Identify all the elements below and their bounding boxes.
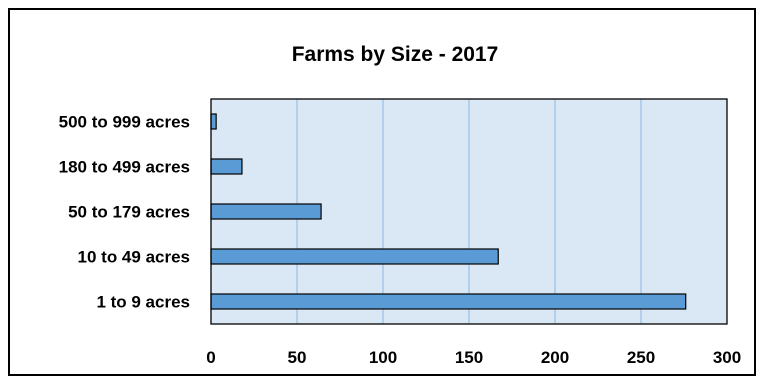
bar-10-to-49-acres [210,248,499,265]
x-axis-tick-labels: 0 50 100 150 200 250 300 [206,348,741,367]
category-label: 500 to 999 acres [59,113,190,132]
category-label: 10 to 49 acres [78,248,190,267]
category-label: 180 to 499 acres [59,158,190,177]
chart-title: Farms by Size - 2017 [292,43,499,66]
chart-container: Farms by Size - 2017 1 to 9 acres 10 to 4… [8,8,756,376]
bar-180-to-499-acres [210,158,243,175]
x-tick-label: 50 [288,348,307,367]
x-tick-label: 0 [206,348,215,367]
x-tick-label: 200 [541,348,569,367]
bars [210,113,687,310]
bar-chart: Farms by Size - 2017 1 to 9 acres 10 to 4… [59,43,742,367]
bar-50-to-179-acres [210,203,322,220]
x-tick-label: 100 [369,348,397,367]
x-tick-label: 150 [455,348,483,367]
category-labels: 1 to 9 acres 10 to 49 acres 50 to 179 acre… [59,113,190,312]
bar-500-to-999-acres [210,113,217,130]
category-label: 50 to 179 acres [68,203,190,222]
x-tick-label: 250 [627,348,655,367]
gridlines [296,99,642,324]
bar-1-to-9-acres [210,293,687,310]
plot-frame [210,98,728,325]
category-label: 1 to 9 acres [96,293,190,312]
x-tick-label: 300 [713,348,741,367]
